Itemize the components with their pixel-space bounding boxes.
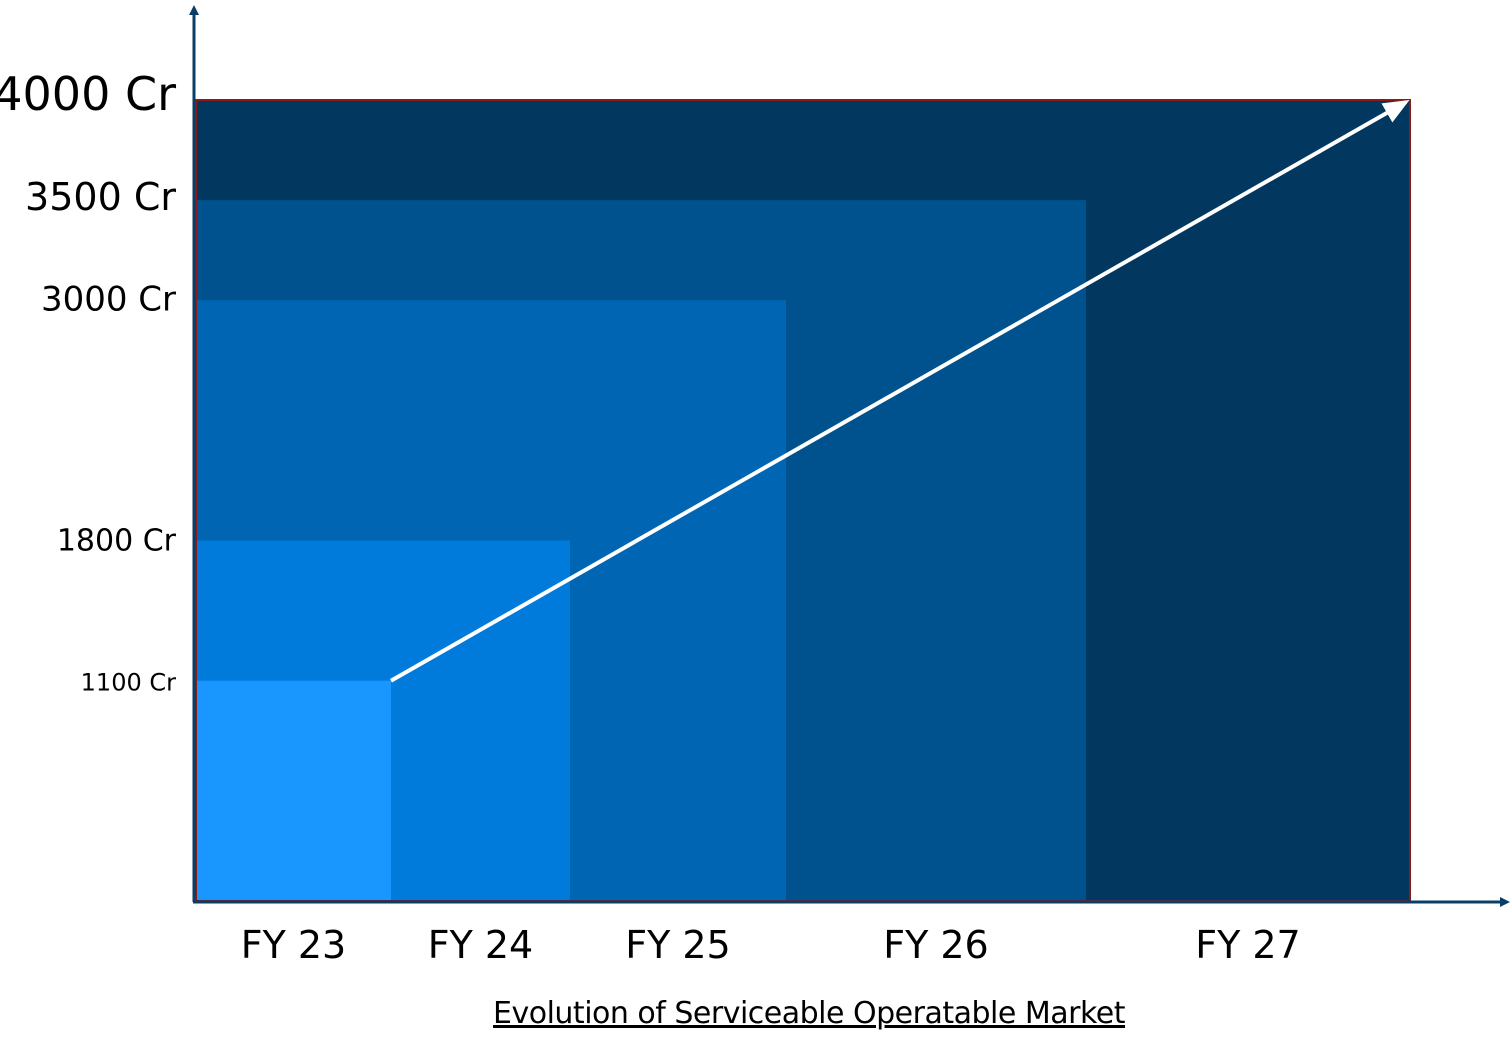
growth-trend-arrow: [390, 100, 1410, 683]
x-label-fy-24: FY 24: [428, 923, 534, 967]
y-label-3000: 3000 Cr: [41, 279, 176, 319]
chart-caption: Evolution of Serviceable Operatable Mark…: [493, 996, 1125, 1031]
x-label-fy-27: FY 27: [1195, 923, 1301, 967]
x-label-fy-25: FY 25: [625, 923, 731, 967]
y-label-4000: 4000 Cr: [0, 67, 176, 121]
y-axis-labels: 1100 Cr 1800 Cr 3000 Cr 3500 Cr 4000 Cr: [0, 67, 177, 697]
y-label-1100: 1100 Cr: [81, 669, 176, 697]
x-label-fy-26: FY 26: [883, 923, 989, 967]
bars-group: [196, 100, 1410, 901]
y-label-1800: 1800 Cr: [57, 524, 177, 559]
x-axis-labels: FY 23 FY 24 FY 25 FY 26 FY 27: [241, 923, 1301, 967]
y-label-3500: 3500 Cr: [25, 175, 176, 219]
x-label-fy-23: FY 23: [241, 923, 347, 967]
bar-fy-23: [196, 680, 391, 901]
